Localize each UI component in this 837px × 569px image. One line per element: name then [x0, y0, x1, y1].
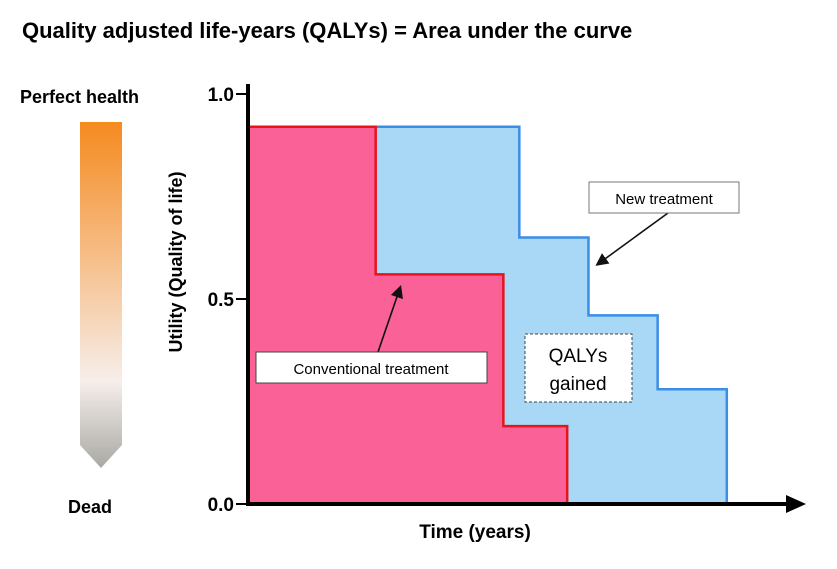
qalys-gained-line1: QALYs	[549, 346, 608, 367]
y-tick-label: 1.0	[208, 85, 234, 106]
perfect-health-label: Perfect health	[20, 87, 139, 107]
conventional-arrow	[377, 284, 403, 353]
conventional-label: Conventional treatment	[293, 361, 449, 378]
new-treatment-arrow	[595, 212, 669, 266]
x-axis-arrowhead	[786, 495, 806, 513]
series-line-0	[248, 125, 729, 504]
new-treatment-label: New treatment	[615, 191, 713, 208]
health-gradient-arrow	[80, 122, 122, 468]
qalys-gained-box	[524, 333, 633, 403]
new-treatment-label-box	[588, 181, 740, 214]
y-tick-label: 0.0	[208, 495, 234, 516]
qalys-gained-line2: gained	[549, 374, 606, 395]
conventional-label-box	[255, 351, 488, 384]
series-area-1	[248, 126, 568, 505]
dead-label: Dead	[68, 497, 112, 517]
x-axis-label: Time (years)	[419, 522, 531, 543]
series-line-1	[248, 125, 569, 504]
y-tick-label: 0.5	[208, 290, 235, 311]
y-axis-label: Utility (Quality of life)	[166, 171, 186, 352]
chart-title: Quality adjusted life-years (QALYs) = Ar…	[22, 18, 632, 43]
